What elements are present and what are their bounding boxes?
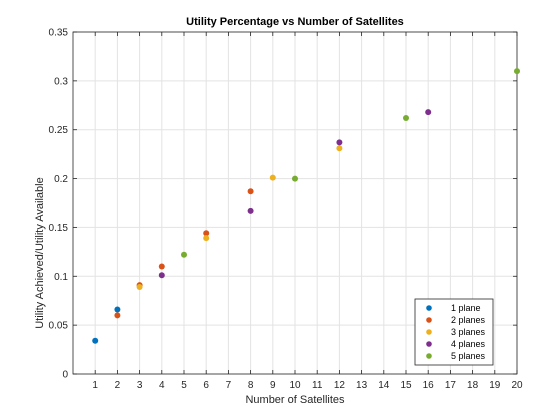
- x-tick-label-18: 19: [489, 380, 501, 391]
- point-series-3-1: [136, 284, 143, 291]
- x-tick-label-2: 3: [137, 380, 143, 391]
- y-axis-ticks: 0 0.05 0.1 0.15 0.2 0.25 0.3 0.35: [49, 28, 517, 381]
- x-tick-label-1: 2: [115, 380, 121, 391]
- y-tick-label-3: 0.15: [49, 223, 69, 234]
- point-series-5-4: [514, 68, 520, 75]
- point-series-5-2: [292, 175, 298, 182]
- y-tick-label-6: 0.3: [54, 76, 68, 87]
- chart-title: Utility Percentage vs Number of Satellit…: [186, 16, 404, 28]
- point-series-4-3: [336, 139, 343, 146]
- data-points: [92, 68, 520, 344]
- y-axis-label: Utility Achieved/Utility Available: [34, 177, 46, 328]
- legend: 1 plane 2 planes 3 planes 4 planes 5 planes: [414, 298, 494, 366]
- legend-marker-1: [426, 305, 432, 311]
- point-series-2-3: [158, 263, 165, 270]
- point-series-1-1: [92, 337, 99, 344]
- y-tick-label-5: 0.25: [49, 125, 69, 136]
- x-tick-label-11: 12: [334, 380, 346, 391]
- legend-label-2: 2 planes: [451, 315, 486, 325]
- y-tick-label-0: 0: [62, 370, 68, 381]
- legend-marker-4: [426, 341, 432, 347]
- x-tick-label-4: 5: [181, 380, 187, 391]
- x-tick-label-14: 15: [400, 380, 412, 391]
- x-tick-label-12: 13: [356, 380, 368, 391]
- x-tick-label-17: 18: [467, 380, 479, 391]
- x-tick-label-6: 7: [226, 380, 232, 391]
- point-series-4-4: [425, 109, 432, 116]
- legend-label-5: 5 planes: [451, 351, 486, 361]
- point-series-2-1: [114, 312, 121, 319]
- point-series-3-2: [203, 235, 210, 242]
- point-series-3-4: [336, 145, 343, 152]
- point-series-1-2: [114, 306, 121, 313]
- point-series-2-4: [203, 230, 210, 237]
- point-series-4-1: [158, 272, 165, 279]
- x-tick-label-19: 20: [511, 380, 523, 391]
- y-tick-label-1: 0.05: [49, 321, 69, 332]
- x-tick-label-10: 11: [312, 380, 323, 391]
- point-series-3-3: [269, 174, 276, 181]
- legend-marker-2: [426, 317, 432, 323]
- x-tick-label-5: 6: [203, 380, 209, 391]
- x-tick-label-8: 9: [270, 380, 276, 391]
- point-series-5-1: [181, 251, 187, 258]
- x-tick-label-15: 16: [423, 380, 435, 391]
- y-tick-label-7: 0.35: [49, 28, 69, 39]
- point-series-4-2: [247, 207, 254, 214]
- legend-label-1: 1 plane: [451, 303, 481, 313]
- y-tick-label-2: 0.1: [54, 272, 68, 283]
- legend-marker-5: [426, 353, 432, 359]
- x-tick-label-3: 4: [159, 380, 165, 391]
- x-tick-label-7: 8: [248, 380, 254, 391]
- x-tick-label-0: 1: [92, 380, 98, 391]
- x-axis-ticks: 1 2 3 4 5 6 7 8 9 10 11 12 13 14 15 16 17 18 19 20: [92, 32, 523, 391]
- x-tick-label-9: 10: [289, 380, 301, 391]
- x-tick-label-16: 17: [445, 380, 457, 391]
- legend-label-4: 4 planes: [451, 339, 486, 349]
- legend-label-3: 3 planes: [451, 327, 486, 337]
- point-series-2-5: [247, 188, 254, 195]
- point-series-5-3: [403, 114, 409, 121]
- x-tick-label-13: 14: [378, 380, 390, 391]
- y-tick-label-4: 0.2: [54, 174, 68, 185]
- x-axis-label: Number of Satellites: [245, 394, 345, 406]
- legend-marker-3: [426, 329, 432, 335]
